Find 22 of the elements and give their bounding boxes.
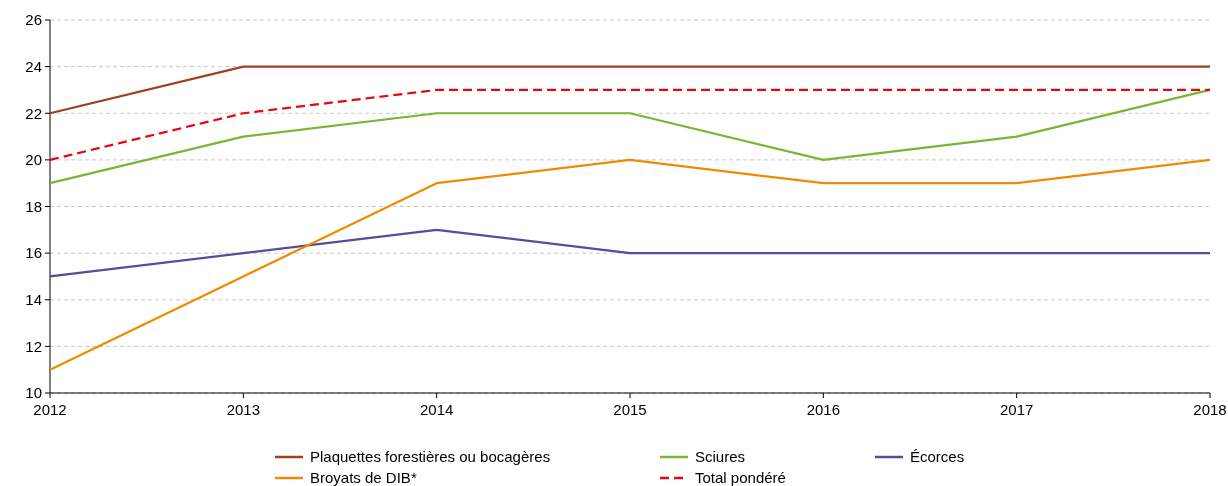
- y-tick-label: 24: [25, 57, 42, 75]
- x-tick-label: 2016: [806, 401, 841, 418]
- line-series: [48, 158, 1212, 371]
- x-tick-label: 2017: [999, 401, 1034, 418]
- y-tick-label: 22: [25, 104, 42, 122]
- y-tick-label: 18: [25, 197, 42, 215]
- x-tick-label: 2018: [1193, 401, 1227, 418]
- legend-label: Plaquettes forestières ou bocagères: [310, 448, 551, 466]
- y-tick-label: 16: [25, 244, 42, 262]
- y-tick-label: 20: [25, 151, 42, 169]
- legend-label: Broyats de DIB*: [310, 469, 417, 486]
- x-tick-label: 2015: [613, 401, 647, 418]
- legend-label: Écorces: [910, 448, 965, 466]
- x-tick-label: 2013: [226, 401, 261, 418]
- y-tick-label: 12: [25, 337, 42, 355]
- legend-label: Total pondéré: [695, 469, 786, 486]
- x-tick-label: 2012: [33, 401, 67, 418]
- y-tick-label: 26: [25, 11, 42, 29]
- y-tick-label: 10: [25, 384, 42, 402]
- legend-label: Sciures: [695, 448, 746, 466]
- y-tick-label: 14: [25, 291, 42, 308]
- x-tick-label: 2014: [419, 401, 454, 418]
